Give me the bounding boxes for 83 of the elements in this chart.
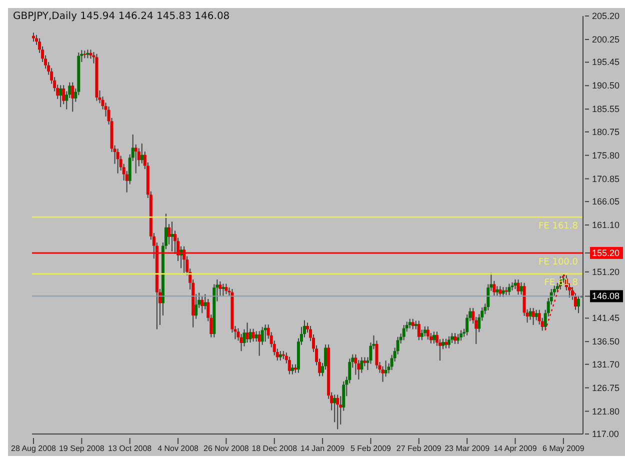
- ref-line-label: FE 161.8: [538, 222, 578, 232]
- y-tick-label: 180.75: [592, 126, 620, 137]
- candlestick: [520, 282, 523, 296]
- candlestick: [432, 331, 436, 344]
- y-tick-label: 136.50: [592, 336, 620, 347]
- candlestick: [89, 49, 92, 60]
- y-tick-label: 151.20: [592, 266, 620, 277]
- y-tick-label: 205.20: [592, 11, 620, 21]
- x-tick-label: 4 Nov 2008: [158, 444, 200, 453]
- x-tick-label: 26 Nov 2008: [204, 444, 250, 453]
- y-tick-label: 155.20: [592, 248, 620, 258]
- ref-line-label: FE 100.0: [538, 257, 578, 268]
- candlestick: [444, 338, 448, 349]
- candlestick: [498, 286, 502, 298]
- candlestick: [384, 360, 388, 378]
- candlestick: [417, 320, 420, 341]
- x-tick-label: 5 Feb 2009: [350, 444, 392, 453]
- y-tick-label: 146.08: [592, 291, 620, 302]
- y-tick-label: 175.80: [592, 150, 620, 160]
- y-tick-label: 200.25: [592, 34, 620, 44]
- candlestick: [423, 326, 426, 337]
- x-tick-label: 28 Aug 2008: [11, 444, 57, 453]
- candlestick: [460, 330, 463, 342]
- y-tick-label: 185.55: [592, 104, 620, 114]
- x-tick-label: 14 Jan 2009: [300, 444, 346, 453]
- candlestick: [454, 332, 457, 344]
- x-tick-label: 23 Mar 2009: [444, 444, 490, 453]
- candlestick: [32, 32, 35, 42]
- candlestick: [140, 142, 144, 164]
- candlestick: [290, 364, 294, 375]
- candlestick: [71, 82, 74, 112]
- y-tick-label: 195.45: [592, 57, 620, 68]
- candlestick: [426, 326, 430, 340]
- candlestick: [532, 307, 535, 326]
- candlestick: [288, 356, 291, 375]
- candlestick: [204, 294, 207, 310]
- candlestick: [502, 286, 505, 298]
- y-tick-label: 126.75: [592, 382, 620, 393]
- y-tick-label: 121.80: [592, 406, 620, 416]
- y-tick-label: 166.05: [592, 196, 620, 207]
- x-tick-label: 18 Dec 2008: [252, 444, 298, 453]
- candlestick: [456, 334, 460, 344]
- candlestick: [576, 295, 580, 314]
- candlestick: [116, 148, 120, 174]
- candlestick: [194, 294, 198, 320]
- candlestick: [258, 330, 261, 356]
- chart-title: GBPJPY,Daily 145.94 146.24 145.83 146.08: [13, 11, 230, 22]
- y-tick-label: 161.10: [592, 220, 620, 230]
- candlestick: [411, 318, 414, 330]
- y-tick-label: 131.70: [592, 359, 620, 370]
- candlestick: [402, 324, 406, 341]
- candlestick: [252, 328, 255, 342]
- candlestick: [134, 144, 138, 174]
- x-tick-label: 13 Oct 2008: [108, 444, 152, 453]
- candlestick: [450, 332, 454, 344]
- candlestick: [333, 394, 336, 423]
- candlestick: [246, 322, 249, 344]
- candlestick: [170, 221, 174, 252]
- candlestick: [534, 309, 538, 321]
- candlestick: [496, 286, 499, 296]
- candlestick: [222, 283, 225, 298]
- candlestick: [508, 283, 511, 296]
- candlestick: [448, 336, 451, 349]
- y-tick-label: 170.85: [592, 174, 620, 184]
- candlestick: [420, 329, 424, 341]
- candlestick: [354, 354, 358, 376]
- candlestick: [59, 84, 62, 108]
- x-tick-label: 14 Apr 2009: [494, 444, 538, 453]
- candlestick: [339, 396, 342, 426]
- candlestick: [336, 394, 340, 430]
- candlestick: [408, 318, 412, 329]
- candlestick: [516, 279, 520, 296]
- candlestick: [224, 283, 228, 295]
- candlestick: [200, 296, 204, 314]
- y-tick-label: 190.50: [592, 80, 620, 91]
- y-tick-label: 141.45: [592, 313, 620, 324]
- y-tick-label: 117.00: [592, 429, 619, 439]
- x-tick-label: 19 Sep 2008: [58, 444, 105, 453]
- candlestick: [254, 330, 258, 342]
- x-tick-label: 6 May 2009: [542, 444, 585, 453]
- candlestick: [363, 356, 366, 367]
- candlestick: [528, 307, 532, 320]
- x-tick-label: 27 Feb 2009: [396, 444, 442, 453]
